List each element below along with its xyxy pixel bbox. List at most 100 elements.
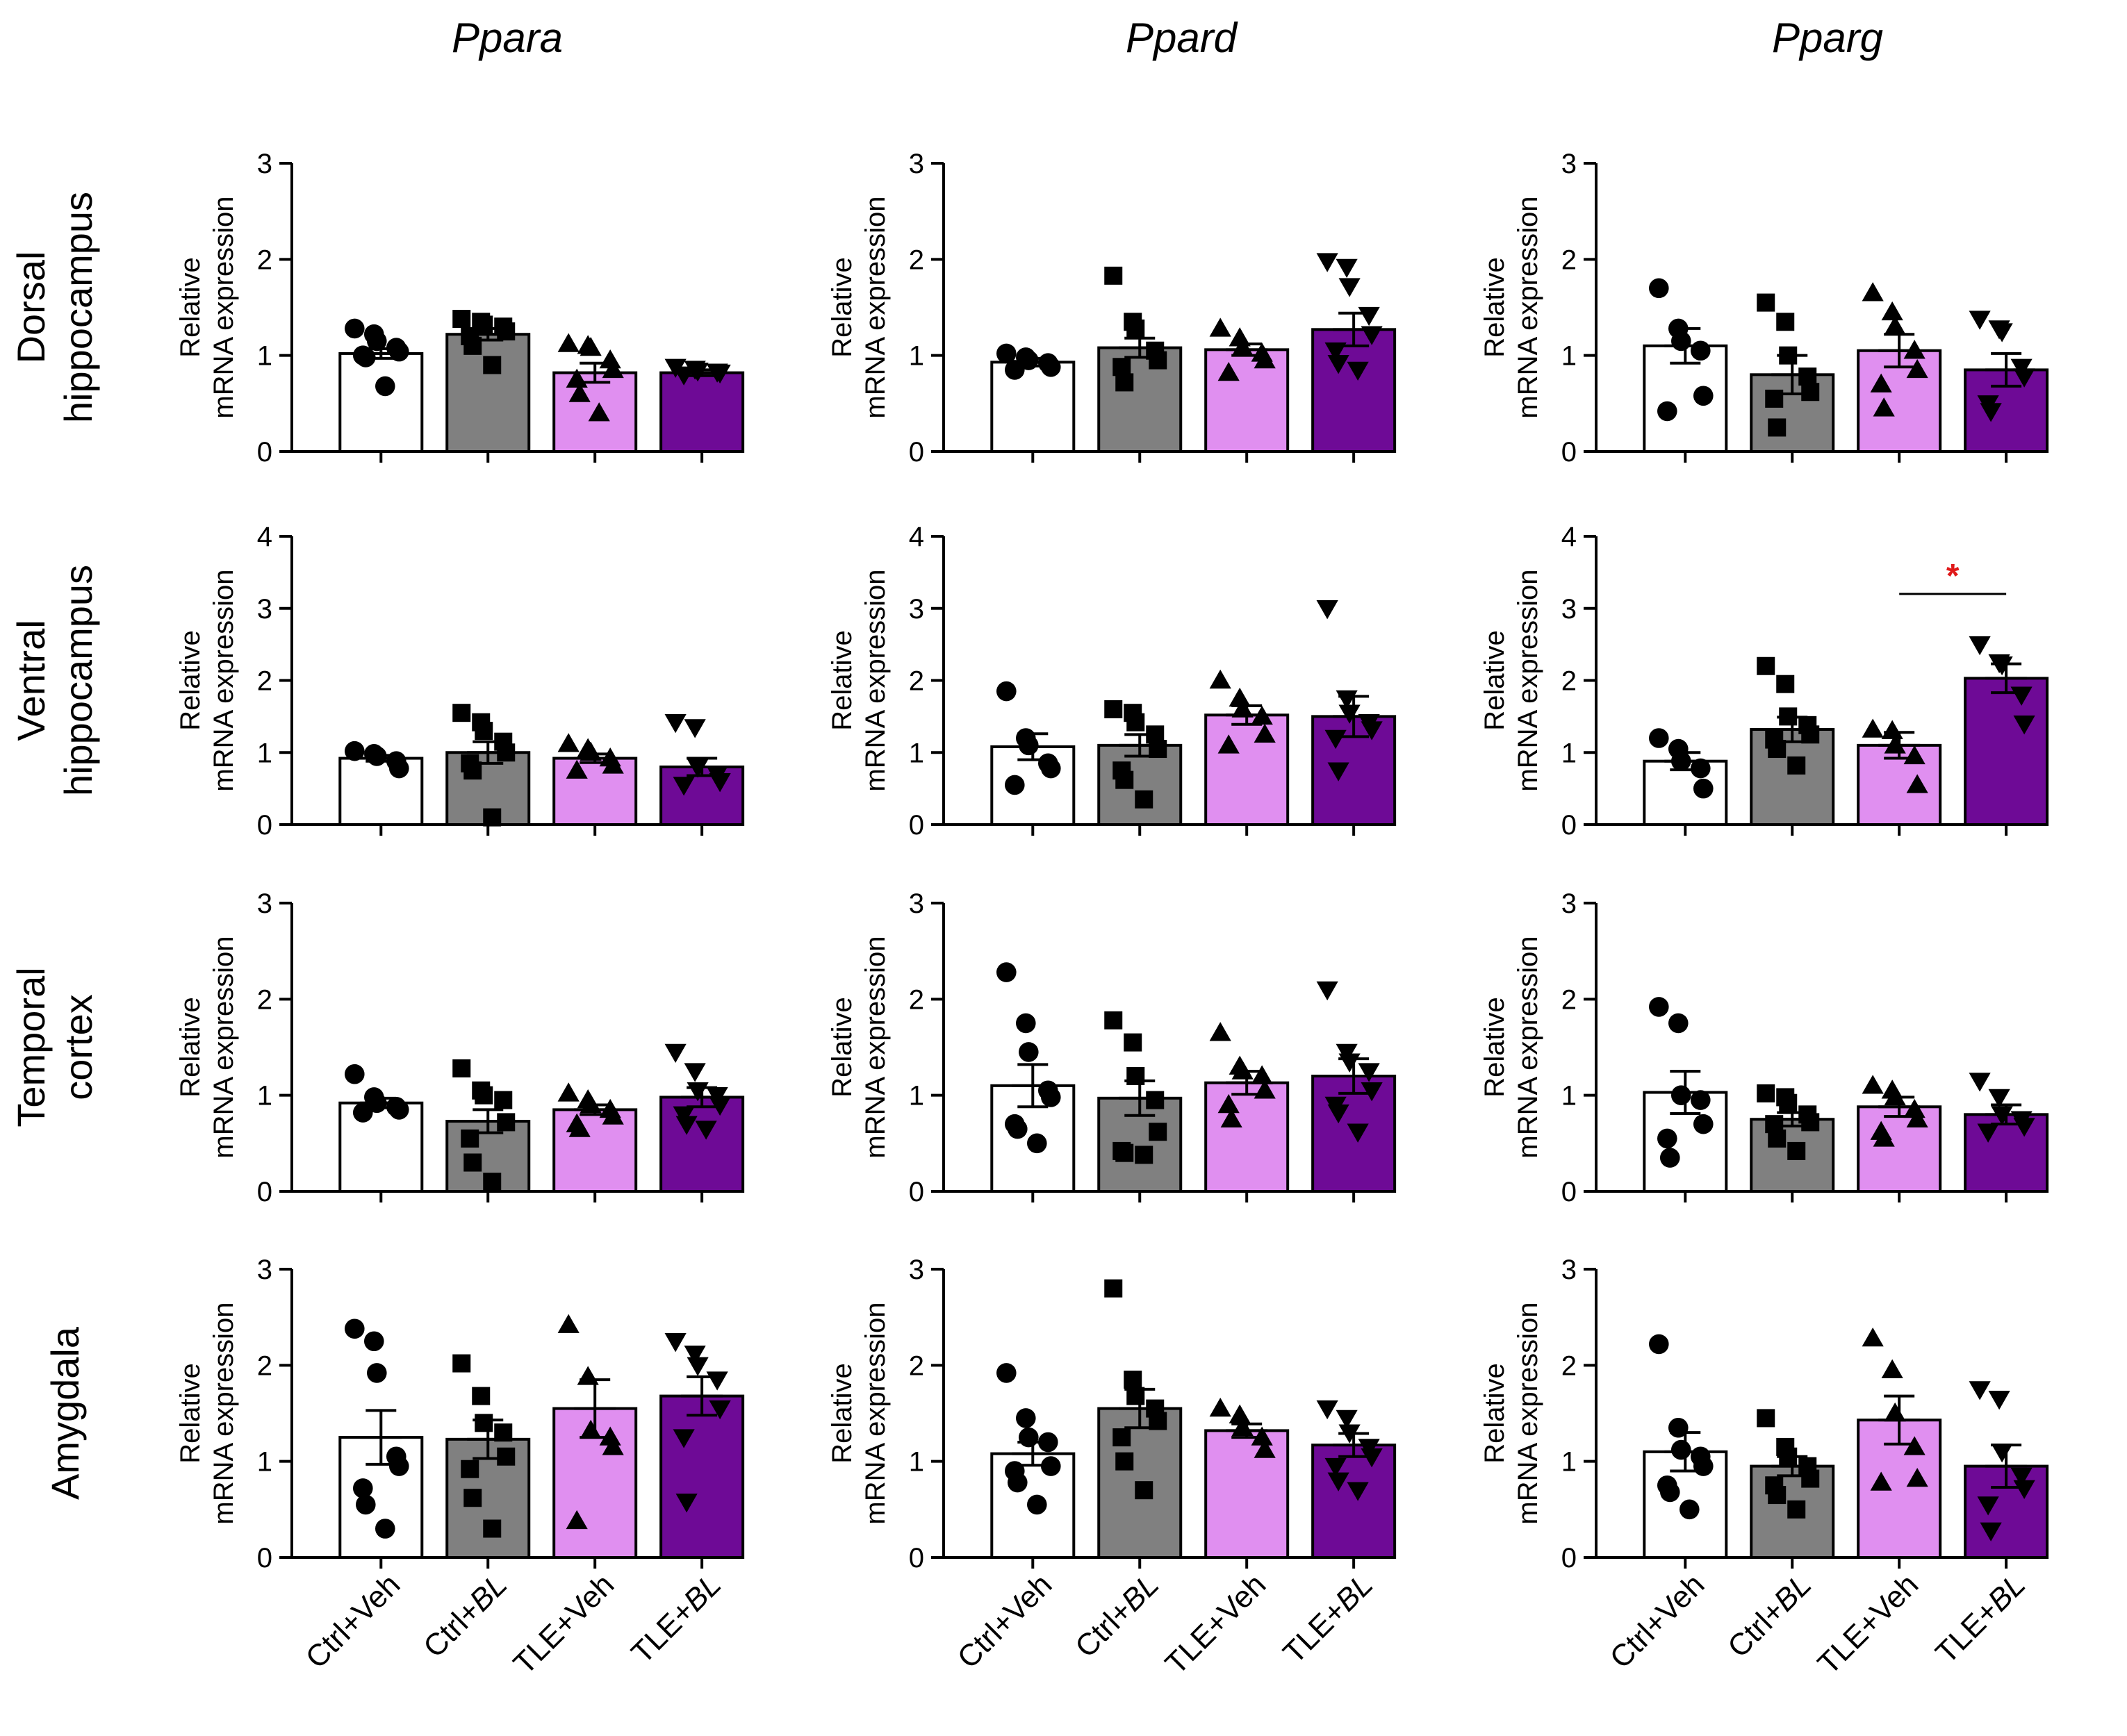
data-point-triangle-down (1316, 253, 1338, 272)
data-point-triangle-down (709, 1096, 731, 1116)
data-point-triangle-up (568, 383, 591, 402)
data-point-circle (1693, 1114, 1714, 1134)
y-tick-label: 1 (909, 1081, 924, 1111)
data-point-square (497, 743, 516, 762)
x-tick-label: TLE+BL (1929, 1567, 2032, 1670)
bar-tle-veh (1204, 1429, 1290, 1559)
data-point-circle (1026, 1494, 1047, 1515)
data-point-triangle-up (1862, 282, 1884, 301)
y-tick-label: 2 (909, 666, 924, 697)
y-tick-label: 2 (257, 984, 272, 1015)
data-point-triangle-down (695, 1121, 717, 1140)
row-label-1: Ventral hippocampus (9, 565, 100, 796)
data-point-triangle-up (1903, 340, 1925, 359)
y-tick-label: 4 (257, 522, 272, 552)
data-point-triangle-down (1336, 690, 1358, 710)
row-label-line: Dorsal (9, 251, 53, 364)
data-point-square (1776, 675, 1795, 693)
data-point-circle (344, 741, 365, 761)
data-point-square (475, 722, 493, 741)
data-point-square (1126, 319, 1145, 338)
bar-ctrl-bl (1097, 743, 1183, 826)
data-point-triangle-up (1873, 397, 1895, 417)
data-point-square (1126, 713, 1145, 731)
y-axis-label-line: mRNA expression (1513, 1302, 1543, 1524)
data-point-square (1768, 1129, 1787, 1148)
data-point-triangle-up (580, 741, 602, 761)
data-point-circle (366, 331, 387, 352)
data-point-square (1115, 1452, 1134, 1471)
y-tick-label: 3 (257, 594, 272, 625)
data-point-circle (1007, 1472, 1028, 1493)
x-tick-label: TLE+Veh (1159, 1567, 1273, 1681)
data-point-triangle-up (1251, 1426, 1273, 1446)
bar-tle-bl (1964, 677, 2049, 827)
y-tick-label: 0 (257, 437, 272, 468)
data-point-triangle-down (1338, 1053, 1361, 1073)
data-point-triangle-down (1327, 355, 1349, 374)
data-point-circle (1659, 1148, 1680, 1168)
data-point-circle (1657, 1128, 1677, 1149)
data-point-triangle-down (1324, 1457, 1347, 1478)
data-point-square (494, 1423, 513, 1442)
y-tick-label: 0 (1561, 1543, 1577, 1573)
panel-ventral-hippocampus-ppard: Relative mRNA expression 0 1 2 3 4 (827, 522, 1397, 841)
data-point-triangle-up (1254, 1080, 1276, 1099)
data-point-circle (1670, 751, 1691, 771)
data-point-triangle-up (1229, 687, 1251, 707)
y-axis-label: Relative mRNA expression (1479, 196, 1543, 418)
data-point-triangle-up (557, 1314, 580, 1333)
data-point-circle (1004, 360, 1025, 380)
data-point-triangle-down (1988, 1089, 2010, 1109)
data-point-circle (1693, 778, 1714, 799)
row-label-line: Temporal (9, 967, 53, 1127)
data-point-triangle-down (687, 1357, 709, 1376)
column-title-ppara: Ppara (452, 15, 563, 61)
bar-tle-bl (1311, 328, 1397, 454)
bar-tle-bl (1311, 1444, 1397, 1559)
data-point-triangle-down (2013, 1480, 2035, 1499)
data-point-circle (375, 1519, 395, 1539)
column-title-pparg: Pparg (1772, 15, 1883, 61)
y-tick-label: 0 (909, 1543, 924, 1573)
data-point-circle (1018, 1427, 1039, 1448)
data-point-triangle-down (1324, 342, 1347, 362)
row-label-0: Dorsal hippocampus (9, 192, 100, 423)
x-tick-label-group: TLE+BL (1276, 1567, 1379, 1670)
data-point-circle (344, 318, 365, 339)
data-point-circle (1693, 386, 1714, 406)
data-point-circle (388, 758, 409, 779)
y-axis-label-line: Relative (1479, 630, 1510, 731)
y-axis-label: Relative mRNA expression (1479, 1302, 1543, 1524)
data-point-triangle-up (1217, 734, 1240, 754)
bar-tle-bl (659, 1096, 745, 1193)
data-point-circle (344, 1318, 365, 1339)
data-point-triangle-down (675, 1116, 698, 1135)
data-point-square (1765, 389, 1784, 408)
data-point-circle (996, 343, 1017, 364)
y-axis-label: Relative mRNA expression (1479, 936, 1543, 1158)
data-point-triangle-up (1884, 1402, 1906, 1422)
bar-tle-veh (1857, 1105, 1942, 1193)
data-point-circle (996, 962, 1017, 982)
y-tick-label: 1 (1561, 341, 1577, 372)
y-axis-label-line: Relative (175, 630, 206, 731)
data-point-square (1768, 418, 1787, 437)
data-point-circle (1040, 356, 1061, 377)
data-point-triangle-down (1347, 1123, 1369, 1143)
y-tick-label: 0 (257, 810, 272, 841)
y-tick-label: 1 (257, 1081, 272, 1111)
data-point-circle (388, 341, 409, 362)
data-point-triangle-up (1903, 1436, 1925, 1455)
x-tick-label-group: Ctrl+Veh (1604, 1567, 1711, 1675)
data-point-triangle-down (673, 366, 695, 386)
bar-tle-bl (659, 371, 745, 453)
data-point-triangle-up (1251, 705, 1273, 725)
data-point-circle (1018, 735, 1039, 756)
y-axis-label: Relative mRNA expression (827, 1302, 891, 1524)
data-point-circle (375, 376, 395, 397)
row-label-line: hippocampus (56, 192, 100, 423)
data-point-square (1757, 1084, 1775, 1102)
data-point-square (1776, 313, 1795, 331)
data-point-triangle-down (1969, 636, 1991, 656)
